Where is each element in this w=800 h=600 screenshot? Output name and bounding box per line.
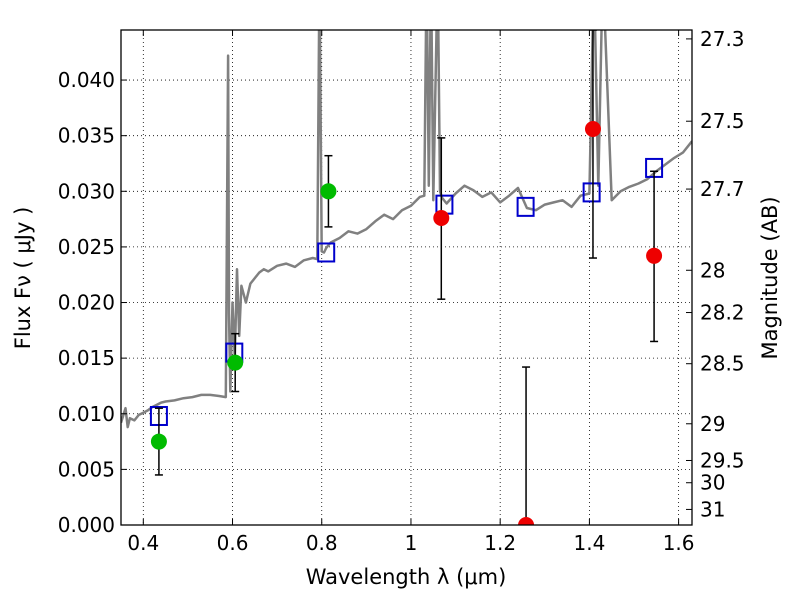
right-tick-label: 27.7 (700, 177, 745, 201)
y-tick-label: 0.035 (58, 124, 115, 148)
right-tick-label: 30 (700, 471, 725, 495)
y-tick-label: 0.010 (58, 402, 115, 426)
model-square (317, 242, 336, 263)
y-tick-label: 0.015 (58, 346, 115, 370)
model-square (516, 196, 535, 217)
plot-area (121, 30, 692, 525)
y-axis-label-right: Magnitude (AB) (758, 196, 782, 359)
x-axis-label: Wavelength λ (μm) (306, 565, 507, 589)
right-tick-label: 28.2 (700, 301, 745, 325)
x-tick-label: 1.2 (484, 531, 516, 555)
x-tick-label: 1.6 (663, 531, 695, 555)
spectrum-line (121, 30, 692, 429)
x-tick-label: 0.6 (217, 531, 249, 555)
y-axis-label: Flux Fν ( μJy ) (11, 207, 35, 350)
x-tick-label: 1 (405, 531, 418, 555)
plot-frame (120, 29, 693, 526)
right-tick-label: 29 (700, 412, 725, 436)
right-tick-label: 28.5 (700, 352, 745, 376)
red-data-point (433, 209, 450, 226)
red-data-point (518, 517, 535, 525)
right-tick-label: 28 (700, 258, 725, 282)
model-square (582, 182, 601, 203)
axis-ticks: 0.4 0.6 0.8 1 1.2 1.4 1.6 0.000 0.005 0.010 0.015 0… (58, 27, 745, 555)
green-data-point (227, 354, 244, 371)
y-tick-label: 0.020 (58, 291, 115, 315)
x-tick-label: 1.4 (573, 531, 605, 555)
right-tick-label: 31 (700, 497, 725, 521)
y-tick-label: 0.040 (58, 68, 115, 92)
right-tick-label: 27.5 (700, 109, 745, 133)
right-tick-label: 29.5 (700, 448, 745, 472)
y-tick-label: 0.025 (58, 235, 115, 259)
y-tick-label: 0.000 (58, 513, 115, 537)
right-tick-label: 27.3 (700, 27, 745, 51)
red-data-point (584, 121, 601, 137)
x-tick-label: 0.8 (306, 531, 338, 555)
y-tick-label: 0.005 (58, 457, 115, 481)
y-tick-label: 0.030 (58, 179, 115, 203)
red-data-point (646, 247, 663, 264)
grid-lines (121, 30, 692, 526)
x-tick-label: 0.4 (127, 531, 159, 555)
green-data-point (320, 183, 337, 200)
green-data-point (150, 433, 167, 450)
